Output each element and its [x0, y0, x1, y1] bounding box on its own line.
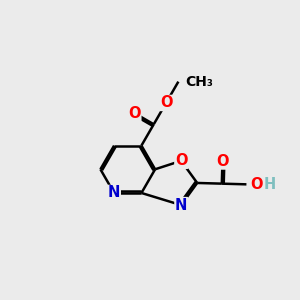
Text: CH₃: CH₃	[185, 75, 213, 88]
Text: O: O	[128, 106, 141, 121]
Text: H: H	[263, 177, 276, 192]
Text: N: N	[175, 198, 187, 213]
Text: O: O	[175, 153, 188, 168]
Text: O: O	[216, 154, 229, 169]
Text: N: N	[108, 185, 120, 200]
Text: O: O	[250, 177, 262, 192]
Text: O: O	[160, 95, 172, 110]
